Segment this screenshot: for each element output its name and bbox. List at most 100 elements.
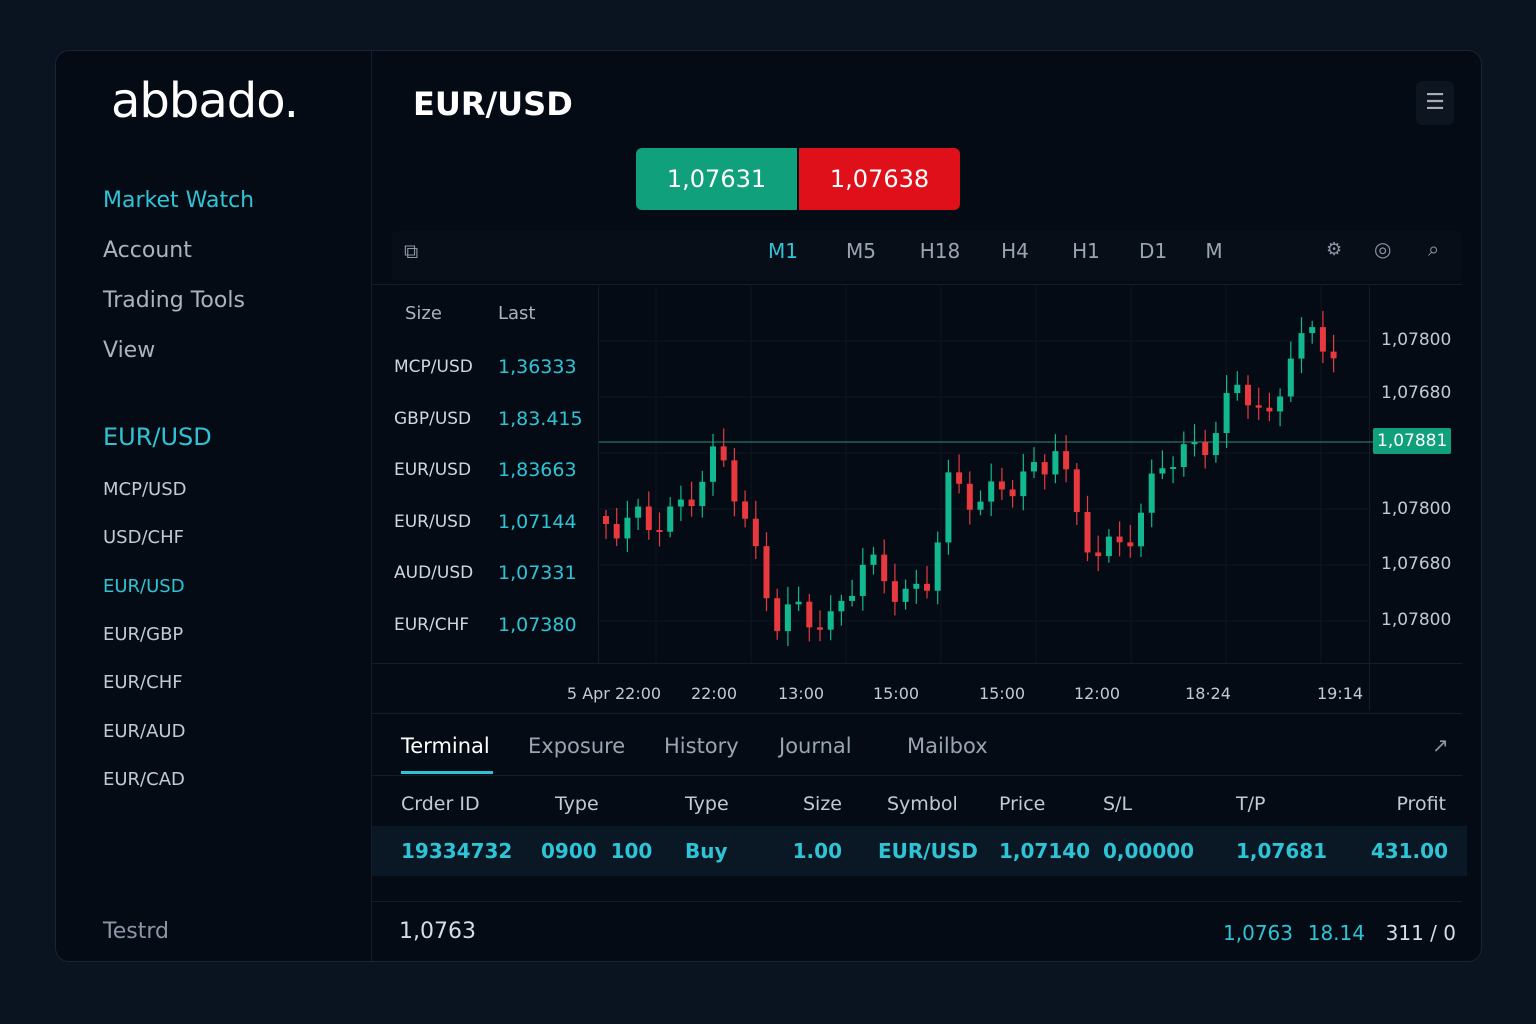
- section-title: EUR/USD: [103, 423, 212, 451]
- candle-body: [1073, 469, 1080, 513]
- candle-body: [998, 481, 1005, 490]
- time-label: 13:00: [777, 684, 825, 703]
- symbol-item[interactable]: EUR/AUD: [103, 720, 186, 742]
- candle-body: [613, 524, 620, 539]
- ask-button[interactable]: 1,07638: [799, 148, 960, 210]
- order-cell: Buy: [685, 839, 728, 863]
- symbol-title: EUR/USD: [413, 85, 573, 123]
- order-cell: EUR/USD: [878, 839, 978, 863]
- candle-body: [624, 517, 631, 539]
- candle-body: [838, 600, 845, 612]
- timeframe[interactable]: M5: [846, 239, 876, 263]
- candle-body: [1159, 468, 1166, 474]
- terminal-tab[interactable]: Mailbox: [907, 734, 988, 758]
- selected-row[interactable]: [372, 826, 1467, 876]
- menu-item[interactable]: Trading Tools: [103, 288, 245, 313]
- symbol-item[interactable]: EUR/CAD: [103, 768, 185, 790]
- candle-body: [902, 588, 909, 602]
- candle-body: [763, 546, 770, 599]
- watch-symbol[interactable]: GBP/USD: [394, 408, 472, 429]
- terminal-tab[interactable]: Journal: [779, 734, 852, 758]
- terminal-tab[interactable]: Exposure: [528, 734, 626, 758]
- candle-body: [1212, 433, 1219, 456]
- column-header: Last: [498, 303, 536, 324]
- status-price: 1,0763: [399, 919, 476, 944]
- column-header: Price: [999, 793, 1046, 815]
- watch-symbol[interactable]: EUR/USD: [394, 511, 472, 532]
- divider: [1369, 286, 1370, 711]
- candle-body: [1191, 442, 1198, 445]
- price-label: 1,07800: [1381, 499, 1452, 519]
- timeframe[interactable]: H4: [1001, 239, 1029, 263]
- candle-body: [1009, 489, 1016, 497]
- time-label: 5 Apr 22:00: [566, 684, 662, 703]
- column-header: Crder ID: [401, 793, 480, 815]
- price-label: 1,07680: [1381, 383, 1452, 403]
- candle-body: [859, 564, 866, 596]
- symbol-item[interactable]: EUR/GBP: [103, 623, 184, 645]
- active-tab-underline: [401, 771, 493, 774]
- divider: [372, 901, 1462, 902]
- timeframe[interactable]: D1: [1138, 239, 1168, 263]
- chart: [599, 286, 1373, 663]
- menu-item[interactable]: Account: [103, 238, 192, 263]
- column-header: T/P: [1236, 793, 1266, 815]
- symbol-item[interactable]: EUR/USD: [103, 575, 185, 597]
- candle-body: [656, 530, 663, 533]
- candle-body: [977, 501, 984, 510]
- candle-body: [924, 583, 930, 591]
- bid-button[interactable]: 1,07631: [636, 148, 797, 210]
- candle-body: [720, 446, 727, 461]
- watch-price: 1,07144: [498, 510, 577, 533]
- symbol-item[interactable]: MCP/USD: [103, 479, 187, 500]
- current-price: 1,07881: [1373, 428, 1452, 454]
- menu-item[interactable]: Market Watch: [103, 188, 255, 213]
- candle-body: [1234, 384, 1241, 394]
- candle-body: [774, 598, 781, 632]
- time-label: 15:00: [872, 684, 920, 703]
- logo: abbado.: [111, 73, 299, 129]
- candle-body: [1084, 512, 1091, 553]
- candle-body: [945, 472, 952, 543]
- candle-body: [988, 481, 995, 502]
- candle-body: [710, 446, 716, 482]
- watch-symbol[interactable]: EUR/CHF: [394, 615, 470, 635]
- timeframe[interactable]: H1: [1072, 239, 1100, 263]
- clock-icon[interactable]: ◎: [1374, 237, 1392, 261]
- watch-price: 1,83663: [498, 459, 577, 482]
- indicator-icon[interactable]: ⚙: [1326, 239, 1343, 260]
- candle-body: [956, 472, 963, 484]
- candle-body: [1020, 471, 1027, 497]
- menu-item[interactable]: View: [103, 338, 156, 363]
- time-label: 15:00: [978, 684, 1026, 703]
- column-header: S/L: [1103, 793, 1133, 815]
- symbol-item[interactable]: EUR/CHF: [103, 672, 183, 694]
- search-icon[interactable]: ⌕: [1428, 237, 1440, 261]
- column-header: Profit: [1396, 793, 1446, 815]
- candle-body: [870, 554, 877, 565]
- candle-body: [731, 460, 738, 502]
- menu-button[interactable]: ☰: [1416, 81, 1454, 125]
- timeframe[interactable]: H18: [919, 239, 961, 263]
- status-value: 311 / 0: [1385, 921, 1456, 945]
- divider: [371, 51, 372, 961]
- watch-symbol[interactable]: AUD/USD: [394, 563, 474, 584]
- candle-body: [934, 542, 941, 591]
- candle-body: [806, 601, 813, 628]
- watch-symbol[interactable]: EUR/USD: [394, 460, 472, 481]
- column-header: Type: [555, 793, 599, 815]
- candle-body: [1170, 467, 1177, 470]
- watch-symbol[interactable]: MCP/USD: [394, 357, 473, 377]
- time-label: 19:14: [1316, 684, 1364, 703]
- candle-body: [1052, 451, 1059, 475]
- terminal-tab[interactable]: Terminal: [401, 734, 490, 758]
- candle-body: [1287, 358, 1294, 397]
- terminal-tab[interactable]: History: [664, 734, 739, 758]
- symbol-item[interactable]: USD/CHF: [103, 527, 184, 549]
- divider: [598, 286, 599, 664]
- layout-icon[interactable]: ⧉: [404, 239, 419, 263]
- timeframe[interactable]: M1: [768, 239, 798, 263]
- toolbar: [392, 231, 1462, 281]
- expand-icon[interactable]: ↗: [1432, 733, 1449, 757]
- timeframe[interactable]: M: [1205, 239, 1223, 263]
